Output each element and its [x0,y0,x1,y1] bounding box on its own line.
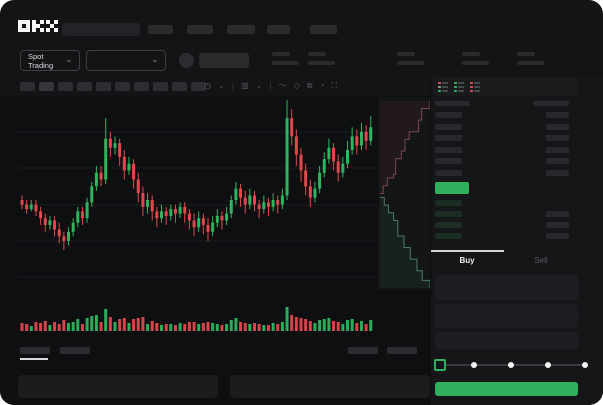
indicator-icon[interactable]: 〜 [278,81,287,90]
chevron-down-icon: ⌄ [65,57,73,64]
chart-bottom-button-2[interactable] [387,347,417,354]
chevron-down-icon: ⌄ [151,57,159,64]
interval-pill-3[interactable] [58,82,73,91]
separator: | [231,81,235,91]
stat-4-value [462,61,489,65]
ask-row-price[interactable] [435,112,462,118]
interval-pill-7[interactable] [134,82,149,91]
market-type-label: Spot Trading [28,51,54,70]
okx-logo-letter [18,20,30,32]
slider-stop-3[interactable] [545,362,551,368]
ask-row-price[interactable] [435,135,462,141]
chart-bottom-tab-1[interactable] [20,347,50,354]
timer-icon[interactable]: ◔ [319,81,325,90]
total-input[interactable] [435,332,578,350]
bid-row-amount [546,233,569,239]
draw-icon[interactable]: ◇ [293,81,300,90]
pair-avatar [179,53,194,68]
interval-pill-5[interactable] [96,82,111,91]
interval-pill-6[interactable] [115,82,130,91]
order-book-toolbar [433,78,578,96]
chart-bottom-button-1[interactable] [348,347,378,354]
bottom-panel-right [230,375,430,398]
last-price-highlight[interactable] [435,182,469,194]
stat-4-label [462,52,480,56]
chart-type-chevron-icon[interactable]: ⌄ [255,81,263,90]
search-input[interactable] [62,23,140,36]
interval-pill-2[interactable] [39,82,54,91]
price-input[interactable] [435,275,578,300]
interval-pill-1[interactable] [20,82,35,91]
stat-5-value [517,61,544,65]
nav-item-3[interactable] [227,25,255,34]
amount-slider-handle[interactable] [434,359,446,371]
nav-item-5[interactable] [310,25,337,34]
tab-buy[interactable]: Buy [459,256,475,265]
nav-item-1[interactable] [148,25,173,34]
fullscreen-icon[interactable]: ⛶ [331,81,337,90]
okx-logo-letter [46,20,58,32]
bid-row-price[interactable] [435,211,462,217]
tab-sell[interactable]: Sell [534,256,548,265]
pair-name-placeholder [199,53,249,68]
okx-logo-letter [32,20,44,32]
order-book-panel: Buy Sell [430,76,603,405]
chart-interval-buttons [20,82,206,91]
stat-5-label [517,52,535,56]
okx-logo[interactable] [18,20,58,32]
slider-stop-1[interactable] [471,362,477,368]
stat-3-label [397,52,415,56]
stat-3-value [397,61,424,65]
market-type-dropdown[interactable]: Spot Trading ⌄ [20,50,80,71]
book-both-icon[interactable] [437,81,449,93]
chart-bottom-tab-2[interactable] [60,347,90,354]
buy-submit-button[interactable] [435,382,578,396]
slider-stop-4[interactable] [582,362,588,368]
book-header-price [435,101,470,106]
bottom-panel-left [18,375,218,398]
ask-row-price[interactable] [435,123,462,130]
interval-pill-10[interactable] [191,82,206,91]
bid-row-price[interactable] [435,233,462,239]
ask-row-amount [546,146,569,153]
separator: | [269,81,272,91]
amount-input[interactable] [435,304,578,328]
active-tab-underline [20,358,48,360]
book-bids-icon[interactable] [453,81,465,93]
stat-1-label [272,52,290,56]
nav-item-2[interactable] [187,25,213,34]
bid-row-price[interactable] [435,222,462,228]
stat-2-value [308,61,335,65]
pair-selector-dropdown[interactable]: ⌄ [86,50,166,71]
stat-2-label [308,52,326,56]
ask-row-amount [546,123,569,130]
interval-pill-9[interactable] [172,82,187,91]
interval-chevron-icon[interactable]: ⌄ [217,81,225,90]
ask-row-amount [546,135,569,141]
stat-1-value [272,61,299,65]
ask-row-price[interactable] [435,169,462,176]
ask-row-amount [546,158,569,164]
interval-pill-4[interactable] [77,82,92,91]
ask-row-price[interactable] [435,146,462,153]
chart-type-icon[interactable]: ▥ [241,81,249,90]
ask-row-amount [546,112,569,118]
bid-row-amount [546,222,569,228]
interval-icon[interactable]: ◷ [204,81,211,90]
ask-row-price[interactable] [435,158,462,164]
ask-row-amount [546,169,569,176]
chart-area-background [0,96,430,405]
interval-pill-8[interactable] [153,82,168,91]
bid-row-amount [546,211,569,217]
slider-stop-2[interactable] [508,362,514,368]
buy-tab-underline [431,250,504,252]
nav-item-4[interactable] [267,25,290,34]
depth-chart[interactable] [378,97,430,290]
chart-tool-icons: ◷ ⌄ | ▥ ⌄ | 〜 ◇ ⧉ ◔ ⛶ [204,81,337,91]
book-asks-icon[interactable] [469,81,481,93]
camera-icon[interactable]: ⧉ [306,81,313,90]
book-header-amount [533,101,569,106]
bid-row-price[interactable] [435,200,462,206]
